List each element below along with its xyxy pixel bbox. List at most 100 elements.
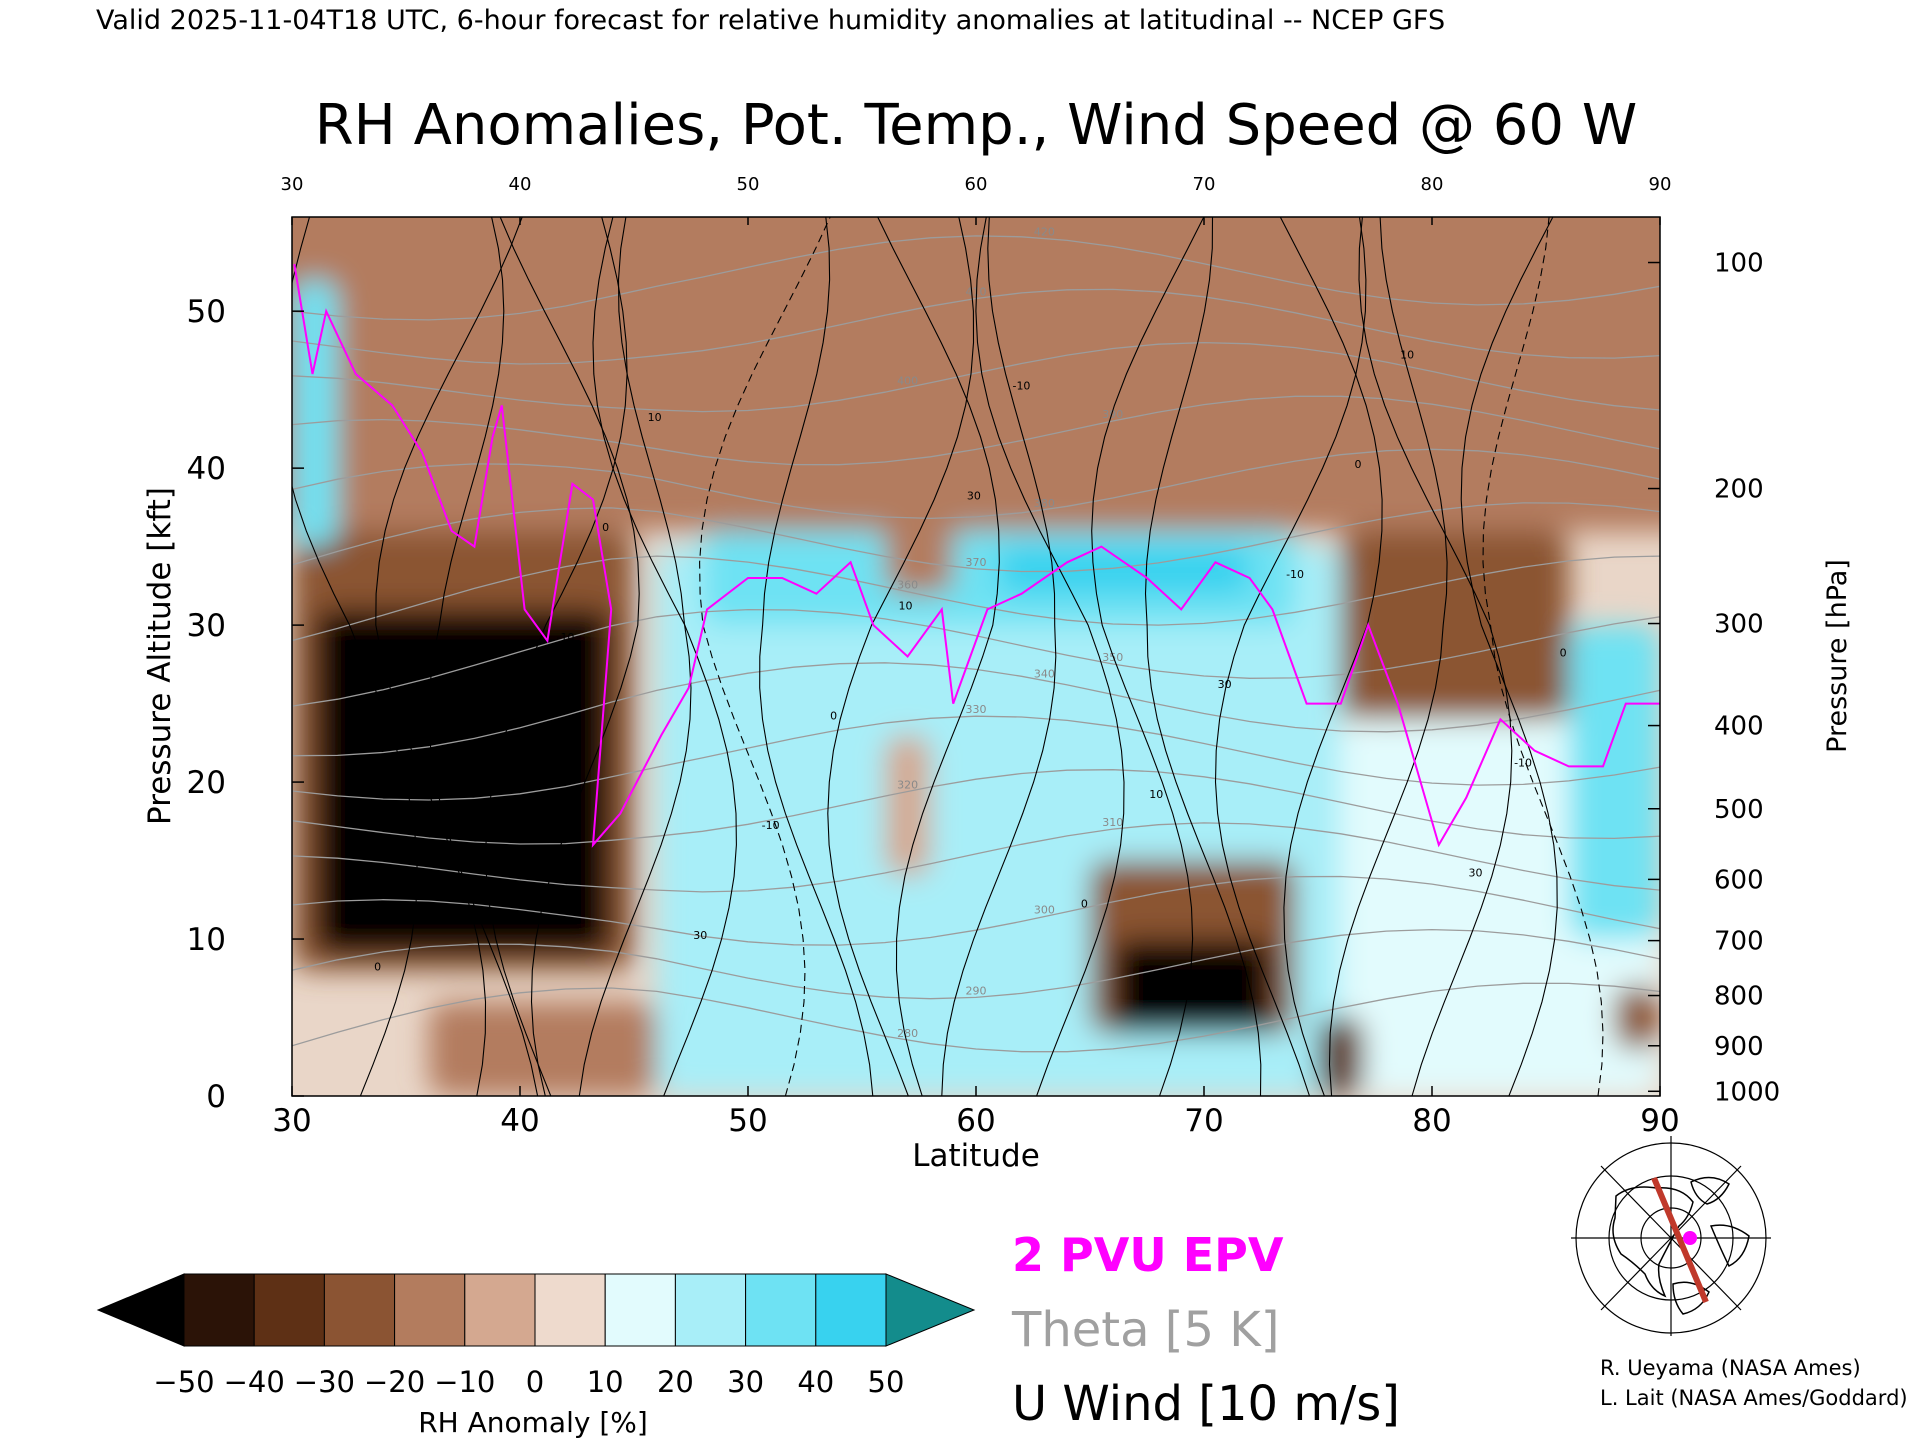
theta-label: 360 — [897, 579, 918, 592]
x-top-tick-label: 50 — [737, 174, 760, 195]
x-top-tick-label: 60 — [965, 174, 988, 195]
theta-contour — [292, 928, 1660, 1000]
u-wind-contour — [759, 217, 874, 1096]
u-wind-contour — [1358, 217, 1513, 1096]
chart-title: RH Anomalies, Pot. Temp., Wind Speed @ 6… — [315, 93, 1637, 158]
colorbar-tick-label: 10 — [587, 1365, 624, 1399]
u-wind-contour — [375, 217, 523, 1096]
theta-contour — [292, 822, 1660, 893]
colorbar-box — [253, 1273, 325, 1347]
colorbar-box — [674, 1273, 747, 1347]
x-axis-top: 30 40 50 60 70 80 90 — [281, 174, 1672, 225]
credit-line-2: L. Lait (NASA Ames/Goddard) — [1600, 1386, 1908, 1410]
rh-anomaly-field — [292, 217, 1660, 1096]
u-wind-contour — [578, 217, 692, 1096]
colorbar-tick-label: 50 — [868, 1365, 905, 1399]
colorbar-box — [815, 1273, 887, 1347]
rh-region — [1318, 1017, 1364, 1096]
pressure-tick-label: 500 — [1714, 795, 1764, 825]
x-tick-label: 40 — [500, 1103, 539, 1139]
u-wind-contour — [699, 217, 831, 1096]
legend-u-wind: U Wind [10 m/s] — [1012, 1376, 1400, 1432]
u-wind-label: 0 — [1081, 898, 1088, 911]
u-wind-contour — [1328, 217, 1448, 1096]
epv-2pvu-line — [293, 263, 1660, 848]
x-axis: 30 40 50 60 70 80 90 — [272, 1086, 1680, 1139]
u-wind-label: 30 — [967, 490, 981, 503]
x-tick-label: 90 — [1640, 1103, 1679, 1139]
rh-region — [884, 734, 931, 877]
colorbar-box — [394, 1273, 466, 1347]
theta-contour — [292, 341, 1660, 413]
plot-area: 2802903003103203303403503603703803904004… — [291, 216, 1661, 1097]
u-wind-label: -10 — [1286, 568, 1304, 581]
y-tick-label: 50 — [187, 294, 226, 330]
x-top-tick-label: 80 — [1421, 174, 1444, 195]
y-tick-label: 20 — [187, 765, 226, 801]
theta-label: 330 — [966, 703, 987, 716]
u-wind-contour — [827, 217, 975, 1096]
colorbar-tick-label: 40 — [797, 1365, 834, 1399]
theta-contour — [292, 448, 1660, 520]
theta-contour — [292, 982, 1660, 1053]
colorbar-tick-label: −30 — [294, 1365, 355, 1399]
theta-label: 320 — [897, 778, 918, 791]
u-wind-label: 0 — [1560, 647, 1567, 660]
theta-label: 400 — [897, 375, 918, 388]
theta-label: 410 — [966, 286, 987, 299]
pressure-tick-label: 800 — [1714, 982, 1764, 1012]
u-wind-contour — [975, 217, 1125, 1096]
colorbar-tick-label: 30 — [727, 1365, 764, 1399]
theta-contour — [292, 502, 1660, 573]
u-wind-label: 30 — [1218, 678, 1232, 691]
u-wind-contour — [1144, 217, 1262, 1096]
theta-label: 340 — [1034, 667, 1055, 680]
rh-region — [1340, 530, 1569, 720]
u-wind-contour — [485, 217, 628, 1096]
legend-theta: Theta [5 K] — [1011, 1302, 1280, 1358]
u-wind-contour — [1482, 217, 1604, 1096]
y-axis-label: Pressure Altitude [kft] — [142, 487, 178, 825]
colorbar-box — [183, 1273, 255, 1347]
pressure-tick-label: 700 — [1714, 927, 1764, 957]
y-tick-label: 30 — [187, 608, 226, 644]
u-wind-label: 10 — [648, 411, 662, 424]
theta-label: 380 — [1034, 497, 1055, 510]
theta-contour — [292, 395, 1660, 466]
u-wind-label: -10 — [762, 819, 780, 832]
colorbar-box — [464, 1273, 536, 1347]
u-wind-contour — [1091, 217, 1205, 1096]
u-wind-contour — [1460, 217, 1558, 1096]
theta-contour — [292, 875, 1660, 946]
x-tick-label: 80 — [1412, 1103, 1451, 1139]
u-wind-label: 30 — [1468, 866, 1482, 879]
theta-label: 280 — [897, 1027, 918, 1040]
theta-label: 310 — [1102, 816, 1123, 829]
colorbar-tick-label: −20 — [364, 1365, 425, 1399]
theta-contour — [292, 662, 1660, 757]
u-wind-contour — [1279, 217, 1383, 1096]
theta-label: 290 — [966, 984, 987, 997]
theta-label: 370 — [966, 556, 987, 569]
colorbar-box — [534, 1273, 606, 1347]
theta-label: 350 — [1102, 651, 1123, 664]
u-wind-label: 0 — [602, 521, 609, 534]
x-tick-label: 30 — [272, 1103, 311, 1139]
pressure-tick-label: 1000 — [1714, 1077, 1780, 1107]
theta-contour — [292, 235, 1660, 321]
x-tick-label: 60 — [956, 1103, 995, 1139]
rh-region — [1112, 939, 1273, 1034]
legend-epv: 2 PVU EPV — [1012, 1228, 1284, 1282]
pressure-tick-label: 900 — [1714, 1032, 1764, 1062]
pressure-tick-label: 100 — [1714, 249, 1764, 279]
u-wind-label: -10 — [556, 631, 574, 644]
pressure-tick-label: 400 — [1714, 712, 1764, 742]
theta-contour — [292, 608, 1660, 707]
colorbar-tick-label: −50 — [153, 1365, 214, 1399]
x-top-tick-label: 70 — [1193, 174, 1216, 195]
theta-label: 390 — [1102, 408, 1123, 421]
epv-2pvu-path — [293, 263, 1660, 848]
u-wind-label: -10 — [1514, 756, 1532, 769]
colorbar-tick-label: 0 — [526, 1365, 544, 1399]
x-top-tick-label: 90 — [1649, 174, 1672, 195]
